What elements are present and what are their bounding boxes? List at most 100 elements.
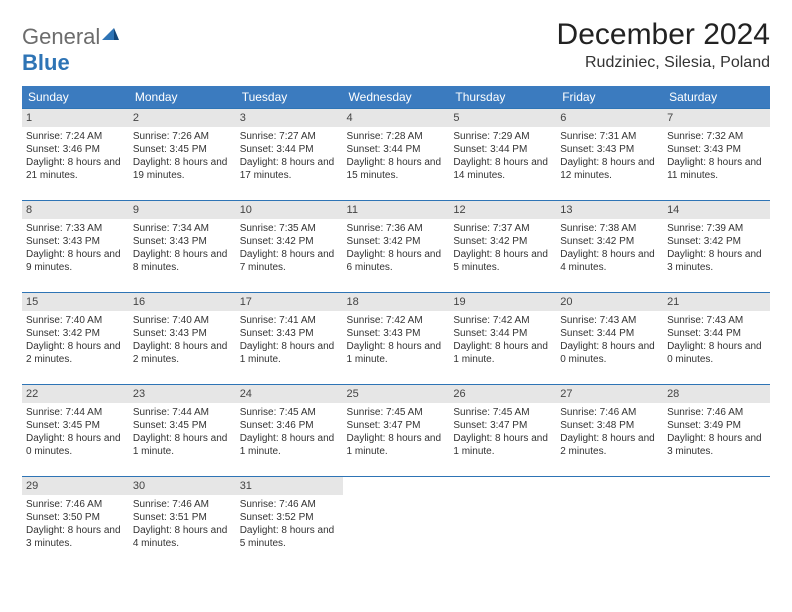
sunrise-text: Sunrise: 7:42 AM [453,314,552,327]
calendar-day-cell [343,477,450,569]
daylight-text: Daylight: 8 hours and 4 minutes. [133,524,232,550]
day-number: 18 [343,293,450,311]
logo-blue-text: Blue [22,50,70,75]
sunrise-text: Sunrise: 7:32 AM [667,130,766,143]
sunset-text: Sunset: 3:44 PM [560,327,659,340]
weekday-header: Saturday [663,86,770,109]
day-number: 25 [343,385,450,403]
calendar-day-cell: 9Sunrise: 7:34 AMSunset: 3:43 PMDaylight… [129,201,236,293]
sunrise-text: Sunrise: 7:39 AM [667,222,766,235]
page-title: December 2024 [557,18,770,52]
daylight-text: Daylight: 8 hours and 1 minute. [240,340,339,366]
daylight-text: Daylight: 8 hours and 17 minutes. [240,156,339,182]
sunrise-text: Sunrise: 7:45 AM [240,406,339,419]
sunset-text: Sunset: 3:43 PM [133,235,232,248]
calendar-day-cell [449,477,556,569]
calendar-day-cell: 23Sunrise: 7:44 AMSunset: 3:45 PMDayligh… [129,385,236,477]
daylight-text: Daylight: 8 hours and 21 minutes. [26,156,125,182]
sunset-text: Sunset: 3:52 PM [240,511,339,524]
title-block: December 2024 Rudziniec, Silesia, Poland [557,18,770,72]
sunset-text: Sunset: 3:43 PM [560,143,659,156]
sunset-text: Sunset: 3:43 PM [26,235,125,248]
day-number: 11 [343,201,450,219]
day-number: 16 [129,293,236,311]
day-number: 7 [663,109,770,127]
weekday-header: Sunday [22,86,129,109]
sunrise-text: Sunrise: 7:46 AM [133,498,232,511]
day-number: 3 [236,109,343,127]
header: General Blue December 2024 Rudziniec, Si… [22,18,770,76]
day-number: 20 [556,293,663,311]
sunrise-text: Sunrise: 7:27 AM [240,130,339,143]
calendar-week-row: 29Sunrise: 7:46 AMSunset: 3:50 PMDayligh… [22,477,770,569]
daylight-text: Daylight: 8 hours and 1 minute. [347,432,446,458]
day-number: 1 [22,109,129,127]
calendar-page: General Blue December 2024 Rudziniec, Si… [0,0,792,579]
sunset-text: Sunset: 3:50 PM [26,511,125,524]
sunrise-text: Sunrise: 7:35 AM [240,222,339,235]
calendar-day-cell: 12Sunrise: 7:37 AMSunset: 3:42 PMDayligh… [449,201,556,293]
sunrise-text: Sunrise: 7:44 AM [26,406,125,419]
sunset-text: Sunset: 3:44 PM [453,143,552,156]
calendar-day-cell: 7 Sunrise: 7:32 AMSunset: 3:43 PMDaylight… [663,109,770,201]
weekday-header: Monday [129,86,236,109]
calendar-day-cell: 28Sunrise: 7:46 AMSunset: 3:49 PMDayligh… [663,385,770,477]
daylight-text: Daylight: 8 hours and 3 minutes. [667,432,766,458]
calendar-day-cell: 20Sunrise: 7:43 AMSunset: 3:44 PMDayligh… [556,293,663,385]
calendar-day-cell: 13Sunrise: 7:38 AMSunset: 3:42 PMDayligh… [556,201,663,293]
sunset-text: Sunset: 3:47 PM [453,419,552,432]
day-number: 23 [129,385,236,403]
day-number: 30 [129,477,236,495]
calendar-day-cell: 31Sunrise: 7:46 AMSunset: 3:52 PMDayligh… [236,477,343,569]
day-number: 15 [22,293,129,311]
calendar-day-cell: 1Sunrise: 7:24 AMSunset: 3:46 PMDaylight… [22,109,129,201]
sunrise-text: Sunrise: 7:38 AM [560,222,659,235]
calendar-day-cell: 21Sunrise: 7:43 AMSunset: 3:44 PMDayligh… [663,293,770,385]
sunset-text: Sunset: 3:45 PM [26,419,125,432]
sunset-text: Sunset: 3:44 PM [453,327,552,340]
daylight-text: Daylight: 8 hours and 12 minutes. [560,156,659,182]
sunrise-text: Sunrise: 7:31 AM [560,130,659,143]
daylight-text: Daylight: 8 hours and 6 minutes. [347,248,446,274]
sunset-text: Sunset: 3:44 PM [667,327,766,340]
sunset-text: Sunset: 3:42 PM [667,235,766,248]
sunrise-text: Sunrise: 7:29 AM [453,130,552,143]
sunset-text: Sunset: 3:49 PM [667,419,766,432]
day-number: 24 [236,385,343,403]
calendar-day-cell: 8Sunrise: 7:33 AMSunset: 3:43 PMDaylight… [22,201,129,293]
calendar-day-cell: 4Sunrise: 7:28 AMSunset: 3:44 PMDaylight… [343,109,450,201]
sunset-text: Sunset: 3:42 PM [26,327,125,340]
daylight-text: Daylight: 8 hours and 1 minute. [347,340,446,366]
daylight-text: Daylight: 8 hours and 1 minute. [240,432,339,458]
calendar-day-cell [663,477,770,569]
sunset-text: Sunset: 3:51 PM [133,511,232,524]
day-number: 19 [449,293,556,311]
sunset-text: Sunset: 3:42 PM [560,235,659,248]
sunset-text: Sunset: 3:42 PM [347,235,446,248]
sunrise-text: Sunrise: 7:34 AM [133,222,232,235]
calendar-week-row: 1Sunrise: 7:24 AMSunset: 3:46 PMDaylight… [22,109,770,201]
logo-general-text: General [22,24,100,49]
sunrise-text: Sunrise: 7:24 AM [26,130,125,143]
calendar-day-cell: 6Sunrise: 7:31 AMSunset: 3:43 PMDaylight… [556,109,663,201]
daylight-text: Daylight: 8 hours and 2 minutes. [133,340,232,366]
sunrise-text: Sunrise: 7:26 AM [133,130,232,143]
sunrise-text: Sunrise: 7:36 AM [347,222,446,235]
calendar-day-cell: 11 Sunrise: 7:36 AMSunset: 3:42 PMDayligh… [343,201,450,293]
sunset-text: Sunset: 3:43 PM [667,143,766,156]
day-number: 21 [663,293,770,311]
sunset-text: Sunset: 3:47 PM [347,419,446,432]
day-number: 22 [22,385,129,403]
daylight-text: Daylight: 8 hours and 2 minutes. [26,340,125,366]
sunrise-text: Sunrise: 7:45 AM [347,406,446,419]
sunset-text: Sunset: 3:42 PM [240,235,339,248]
sunset-text: Sunset: 3:43 PM [347,327,446,340]
sunrise-text: Sunrise: 7:33 AM [26,222,125,235]
day-number: 13 [556,201,663,219]
day-number: 9 [129,201,236,219]
daylight-text: Daylight: 8 hours and 11 minutes. [667,156,766,182]
calendar-day-cell: 5Sunrise: 7:29 AMSunset: 3:44 PMDaylight… [449,109,556,201]
calendar-day-cell: 14Sunrise: 7:39 AMSunset: 3:42 PMDayligh… [663,201,770,293]
location-text: Rudziniec, Silesia, Poland [557,54,770,72]
weekday-header: Thursday [449,86,556,109]
